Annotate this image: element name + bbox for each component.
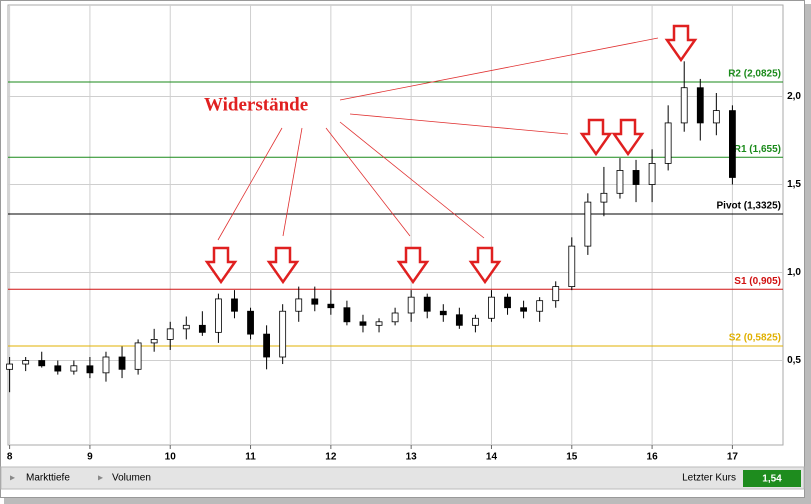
candle-body bbox=[215, 298, 222, 333]
candle-body bbox=[455, 314, 463, 326]
candle-body bbox=[295, 298, 303, 312]
y-tick-label: 2,0 bbox=[787, 91, 801, 102]
candle-body bbox=[552, 286, 560, 302]
candle-body bbox=[86, 365, 94, 374]
candle-body bbox=[472, 317, 479, 326]
candle-body bbox=[54, 365, 62, 372]
shadow bbox=[805, 4, 811, 504]
candle-body bbox=[359, 321, 367, 326]
arrows bbox=[204, 24, 698, 285]
candle-body bbox=[423, 296, 431, 312]
candle-body bbox=[504, 296, 511, 309]
last-label: Letzter Kurs bbox=[682, 473, 736, 484]
candle-body bbox=[70, 365, 78, 372]
candle-body bbox=[664, 122, 672, 164]
candle-body bbox=[22, 360, 30, 365]
y-tick-label: 1,5 bbox=[787, 179, 801, 190]
candle-body bbox=[327, 303, 335, 309]
candle-body bbox=[166, 328, 174, 340]
candle-body bbox=[198, 324, 206, 333]
x-tick-label: 8 bbox=[7, 452, 13, 463]
x-tick-label: 13 bbox=[406, 452, 418, 463]
y-tick-label: 0,5 bbox=[787, 355, 801, 366]
annotation: Widerstände bbox=[204, 94, 308, 115]
candle-body bbox=[150, 338, 158, 344]
x-tick-label: 15 bbox=[566, 452, 578, 463]
level-label: Pivot (1,3325) bbox=[717, 201, 781, 212]
candle-body bbox=[584, 201, 592, 247]
plot-area bbox=[7, 4, 784, 446]
tab-icon: ▸ bbox=[10, 473, 15, 484]
candle-body bbox=[231, 298, 238, 312]
candle-body bbox=[182, 324, 190, 330]
toolbar bbox=[0, 466, 805, 490]
candle-body bbox=[568, 245, 576, 287]
x-tick-label: 17 bbox=[727, 452, 739, 463]
candle-body bbox=[263, 333, 271, 358]
level-label: R2 (2,0825) bbox=[728, 69, 781, 80]
annotation-lines bbox=[217, 37, 659, 241]
x-tick-label: 9 bbox=[87, 452, 93, 463]
candle-body bbox=[118, 356, 126, 370]
candle-body bbox=[488, 296, 495, 319]
y-tick-label: 1,0 bbox=[787, 267, 801, 278]
candle-body bbox=[279, 310, 287, 358]
candle-body bbox=[536, 300, 544, 312]
x-tick-label: 12 bbox=[325, 452, 337, 463]
tab[interactable]: Markttiefe bbox=[26, 473, 70, 484]
candle-body bbox=[38, 360, 46, 367]
candle-body bbox=[600, 192, 608, 203]
candle-body bbox=[729, 110, 736, 178]
candle-body bbox=[407, 296, 415, 314]
candle-body bbox=[439, 310, 447, 316]
candle-body bbox=[6, 363, 14, 370]
shadow bbox=[4, 498, 811, 504]
candle-body bbox=[680, 87, 688, 124]
candle-body bbox=[712, 110, 720, 124]
candle-body bbox=[311, 298, 319, 305]
last-box bbox=[743, 470, 801, 487]
last-value: 1,54 bbox=[762, 474, 782, 485]
candle-body bbox=[648, 162, 656, 185]
candle-body bbox=[343, 307, 351, 323]
candle-body bbox=[520, 307, 527, 312]
candle-body bbox=[632, 170, 640, 185]
level-label: R1 (1,655) bbox=[734, 144, 781, 155]
x-tick-label: 10 bbox=[165, 452, 177, 463]
candle-body bbox=[616, 170, 624, 194]
tab-icon: ▸ bbox=[98, 473, 103, 484]
tab[interactable]: Volumen bbox=[112, 473, 151, 484]
x-tick-label: 11 bbox=[245, 452, 256, 463]
candle-body bbox=[391, 312, 399, 323]
level-label: S1 (0,905) bbox=[734, 276, 781, 287]
candle-body bbox=[696, 87, 704, 124]
candle-body bbox=[134, 342, 142, 370]
candle-body bbox=[247, 310, 254, 335]
x-tick-label: 14 bbox=[486, 452, 498, 463]
candle-body bbox=[375, 321, 383, 326]
candle-body bbox=[102, 356, 110, 374]
level-label: S2 (0,5825) bbox=[729, 333, 781, 344]
x-tick-label: 16 bbox=[647, 452, 659, 463]
